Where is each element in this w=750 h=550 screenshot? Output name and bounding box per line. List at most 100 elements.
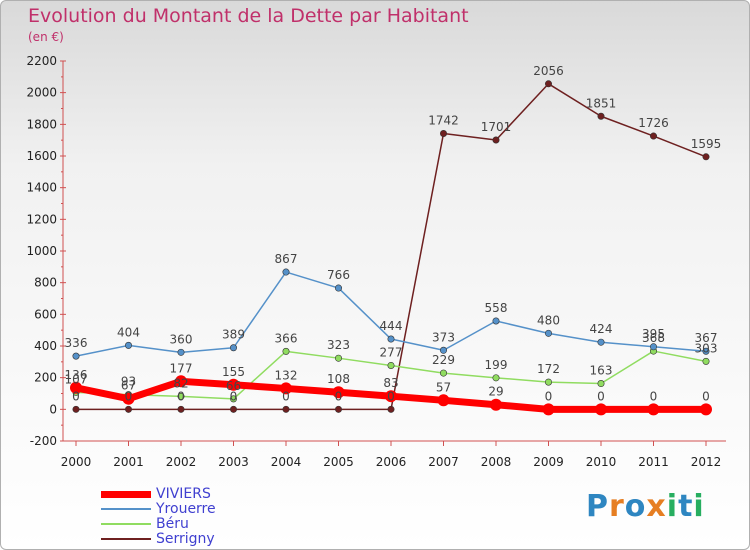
data-point xyxy=(597,112,605,120)
data-point xyxy=(334,405,342,413)
data-point xyxy=(492,136,500,144)
y-tick-label: 1600 xyxy=(26,149,57,163)
data-label: 0 xyxy=(597,389,605,403)
data-label: 155 xyxy=(222,365,245,379)
data-point xyxy=(334,284,342,292)
data-point xyxy=(282,268,290,276)
data-label: 0 xyxy=(387,389,395,403)
data-label: 0 xyxy=(125,389,133,403)
data-point xyxy=(439,130,447,138)
x-tick-label: 2012 xyxy=(691,455,722,469)
y-tick-label: -200 xyxy=(30,434,57,448)
data-label: 0 xyxy=(335,389,343,403)
data-point xyxy=(385,390,397,403)
y-tick-label: 1400 xyxy=(26,181,57,195)
logo-letter: P xyxy=(586,489,609,524)
legend-swatch xyxy=(101,523,151,525)
data-point xyxy=(649,132,657,140)
data-label: 558 xyxy=(485,301,508,315)
y-tick-label: 2000 xyxy=(26,86,57,100)
y-tick-label: 2200 xyxy=(26,54,57,68)
x-tick-label: 2000 xyxy=(61,455,92,469)
data-label: 82 xyxy=(173,376,188,390)
data-label: 57 xyxy=(436,380,451,394)
data-point xyxy=(282,347,290,355)
data-point xyxy=(702,357,710,365)
y-tick-label: 1000 xyxy=(26,244,57,258)
data-point xyxy=(282,405,290,413)
data-label: 336 xyxy=(65,336,88,350)
data-label: 389 xyxy=(222,328,245,342)
data-label: 0 xyxy=(282,389,290,403)
data-point xyxy=(544,378,552,386)
data-point xyxy=(490,398,502,411)
data-label: 172 xyxy=(537,362,560,376)
data-point xyxy=(332,386,345,399)
data-label: 404 xyxy=(117,325,140,339)
data-label: 360 xyxy=(170,332,193,346)
y-tick-label: 800 xyxy=(34,276,57,290)
legend-swatch xyxy=(101,491,151,498)
data-label: 1701 xyxy=(481,120,512,134)
legend-label: Béru xyxy=(156,516,189,532)
logo-letter: i xyxy=(693,489,705,524)
data-point xyxy=(70,381,82,394)
x-tick-label: 2003 xyxy=(218,455,249,469)
data-point xyxy=(544,329,552,337)
data-point xyxy=(125,405,133,413)
data-label: 367 xyxy=(695,331,718,345)
data-point xyxy=(230,405,238,413)
data-point xyxy=(649,343,657,351)
data-label: 67 xyxy=(121,379,136,393)
data-point xyxy=(177,392,185,400)
legend-label: VIVIERS xyxy=(156,486,211,502)
data-label: 766 xyxy=(327,268,350,282)
y-tick-label: 1800 xyxy=(26,117,57,131)
legend-label: Yrouerre xyxy=(156,501,216,517)
data-point xyxy=(230,344,238,352)
logo-letter: i xyxy=(666,489,679,524)
data-label: 0 xyxy=(702,389,710,403)
data-label: 1595 xyxy=(691,137,722,151)
data-point xyxy=(177,348,185,356)
x-tick-label: 2011 xyxy=(638,455,669,469)
unit-label: (en €) xyxy=(28,30,64,44)
data-label: 1851 xyxy=(586,96,617,110)
data-point xyxy=(702,153,710,161)
data-point xyxy=(439,346,447,354)
proxiti-logo: Proxiti xyxy=(586,489,705,524)
logo-letter: o xyxy=(624,489,647,524)
data-point xyxy=(387,335,395,343)
data-label: 373 xyxy=(432,330,455,344)
y-tick-label: 0 xyxy=(49,402,57,416)
chart-title: Evolution du Montant de la Dette par Hab… xyxy=(28,5,469,27)
data-label: 395 xyxy=(642,327,665,341)
data-point xyxy=(542,403,555,416)
data-label: 0 xyxy=(650,389,658,403)
data-label: 0 xyxy=(545,389,553,403)
data-point xyxy=(175,375,187,388)
data-label: 1726 xyxy=(638,116,669,130)
data-label: 107 xyxy=(65,372,88,386)
data-label: 480 xyxy=(537,313,560,327)
data-label: 66 xyxy=(226,379,241,393)
data-label: 323 xyxy=(327,338,350,352)
legend-swatch xyxy=(101,508,151,510)
data-label: 108 xyxy=(327,372,350,386)
data-label: 29 xyxy=(488,385,503,399)
x-tick-label: 2004 xyxy=(271,455,302,469)
data-point xyxy=(597,380,605,388)
data-label: 444 xyxy=(380,319,403,333)
y-tick-label: 200 xyxy=(34,371,57,385)
data-label: 277 xyxy=(380,345,403,359)
axes: -200020040060080010001200140016001800200… xyxy=(26,54,726,469)
data-point xyxy=(647,403,660,416)
data-label: 83 xyxy=(383,376,398,390)
x-tick-label: 2002 xyxy=(166,455,197,469)
data-point xyxy=(230,395,238,403)
data-label: 0 xyxy=(230,389,238,403)
legend-label: Serrigny xyxy=(156,531,215,547)
x-tick-label: 2005 xyxy=(323,455,354,469)
y-tick-label: 1200 xyxy=(26,212,57,226)
x-tick-label: 2009 xyxy=(533,455,564,469)
